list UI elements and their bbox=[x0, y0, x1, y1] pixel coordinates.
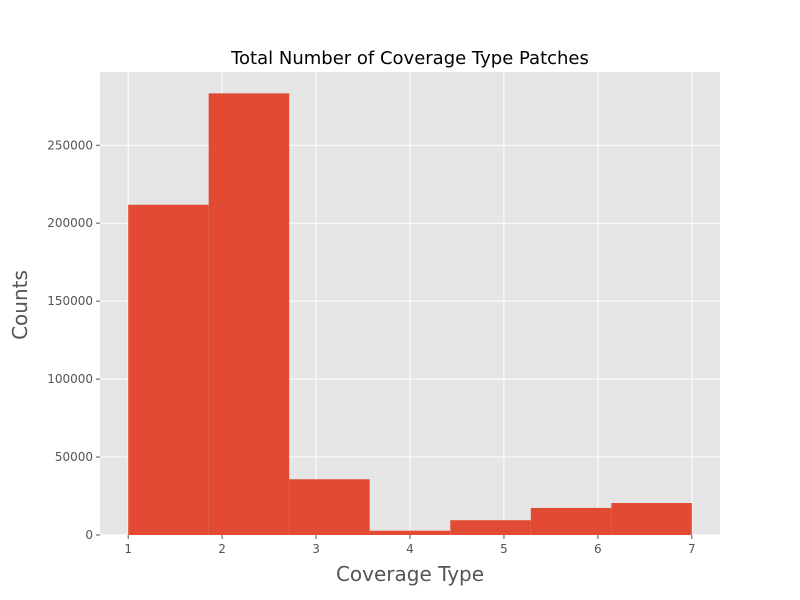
y-tick-label: 0 bbox=[85, 528, 93, 542]
chart-title: Total Number of Coverage Type Patches bbox=[230, 48, 589, 69]
bar bbox=[611, 503, 692, 535]
bar bbox=[289, 479, 370, 535]
x-tick-label: 4 bbox=[406, 542, 414, 556]
x-tick-label: 3 bbox=[312, 542, 320, 556]
x-axis-label: Coverage Type bbox=[336, 562, 484, 586]
x-tick-label: 2 bbox=[218, 542, 226, 556]
y-tick-label: 100000 bbox=[47, 372, 93, 386]
y-tick-label: 150000 bbox=[47, 294, 93, 308]
bar bbox=[369, 530, 451, 535]
x-tick-label: 1 bbox=[124, 542, 132, 556]
x-tick-label: 6 bbox=[594, 542, 602, 556]
bars bbox=[128, 93, 692, 535]
bar bbox=[128, 204, 209, 535]
bar bbox=[530, 507, 612, 535]
y-tick-label: 250000 bbox=[47, 138, 93, 152]
x-tick-label: 5 bbox=[500, 542, 508, 556]
y-tick-label: 50000 bbox=[55, 450, 93, 464]
y-axis-ticks: 0 50000 100000 150000 200000 250000 bbox=[47, 138, 100, 542]
y-tick-label: 200000 bbox=[47, 216, 93, 230]
y-axis-label: Counts bbox=[8, 270, 32, 340]
x-axis-ticks: 1 2 3 4 5 6 7 bbox=[124, 535, 696, 556]
x-tick-label: 7 bbox=[688, 542, 696, 556]
bar bbox=[450, 520, 531, 535]
bar bbox=[208, 93, 290, 535]
